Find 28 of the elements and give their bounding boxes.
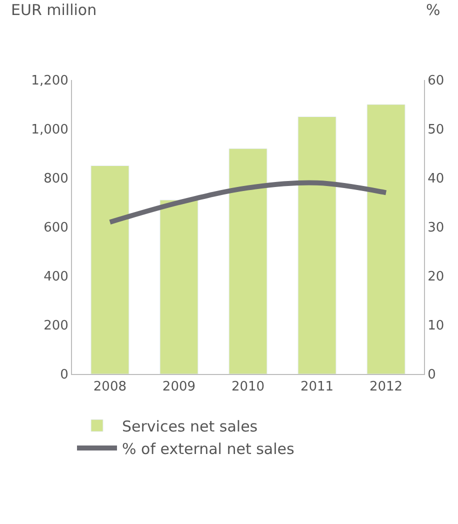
bar [90, 166, 130, 374]
y-tick-label: 1,200 [31, 74, 68, 89]
legend-label: % of external net sales [122, 440, 295, 458]
y2-axis-title: % [426, 1, 440, 19]
bar [160, 200, 198, 374]
y2-tick-label: 20 [428, 270, 444, 285]
x-tick-label: 2010 [231, 380, 265, 395]
y2-tick-label: 10 [428, 318, 444, 334]
x-tick-label: 2012 [369, 380, 403, 395]
y2-tick-label: 60 [428, 74, 444, 89]
y2-tick-label: 0 [428, 368, 436, 383]
y2-tick-label: 40 [428, 172, 444, 187]
bar [366, 104, 406, 374]
y-axis-title: EUR million [11, 1, 97, 19]
y-tick-label: 1,000 [31, 122, 68, 138]
y-tick-label: 200 [44, 318, 68, 334]
y-tick-label: 0 [60, 368, 68, 383]
y2-tick-label: 50 [428, 122, 444, 138]
y2-tick-label: 30 [428, 220, 444, 236]
x-tick-label: 2011 [300, 380, 334, 395]
bar [298, 116, 336, 374]
y-tick-label: 600 [44, 220, 68, 236]
x-tick-label: 2009 [162, 380, 196, 395]
y-tick-label: 400 [44, 270, 68, 285]
x-tick-label: 2008 [93, 380, 127, 395]
y-tick-label: 800 [44, 172, 68, 187]
legend-label: Services net sales [122, 417, 258, 436]
bar [228, 148, 268, 374]
